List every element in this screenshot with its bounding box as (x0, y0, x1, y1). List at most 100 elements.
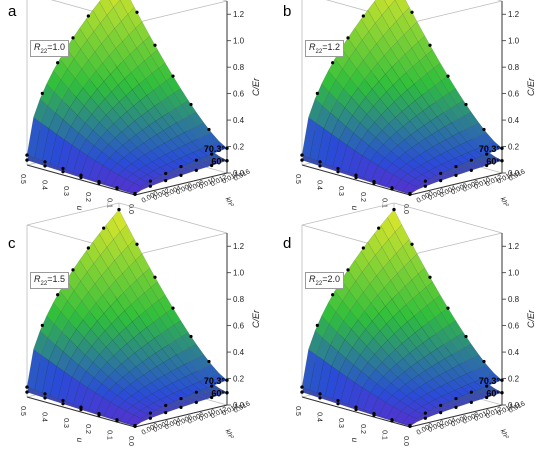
data-point (153, 275, 157, 279)
plot-group: 60° 70.3° 0.0 0.2 0.4 0.6 0.8 1.0 1.2 C/Er 0.0 0.1 0… (19, 202, 261, 446)
data-point (354, 407, 358, 412)
data-point (469, 400, 473, 404)
data-point (164, 403, 168, 408)
data-point (454, 173, 458, 177)
data-point (315, 323, 319, 327)
x-tick-label: 0.2 (359, 424, 366, 434)
z-tick-label: 1.0 (508, 269, 520, 278)
legend-symbol: R (34, 274, 41, 284)
panel-letter: b (283, 3, 292, 20)
data-point (439, 411, 443, 415)
data-point (133, 423, 137, 428)
data-point (115, 186, 119, 190)
data-point (194, 158, 198, 162)
data-point (148, 416, 152, 420)
surface-patch (479, 364, 495, 377)
data-point (61, 166, 65, 171)
legend-symbol: R (309, 42, 316, 52)
data-point (115, 418, 119, 422)
data-point (500, 159, 504, 163)
data-point (485, 395, 489, 400)
z-tick-label: 0.8 (508, 63, 520, 72)
data-point (189, 334, 193, 339)
z-tick-label: 1.0 (508, 37, 520, 46)
surface-patch (388, 0, 404, 22)
data-point (500, 391, 504, 395)
data-point (25, 153, 29, 157)
data-point (225, 378, 229, 382)
legend-symbol: R (309, 274, 316, 284)
panel-letter: c (8, 235, 16, 252)
series-label: 70.3° (479, 376, 501, 386)
data-point (56, 61, 60, 65)
data-point (210, 152, 214, 156)
y-axis-label: kh² (224, 196, 235, 208)
data-point (56, 293, 60, 297)
data-point (43, 164, 47, 168)
data-point (86, 14, 90, 18)
data-point (97, 411, 101, 416)
data-point (439, 179, 443, 183)
data-point (485, 384, 489, 388)
z-tick-label: 1.0 (233, 37, 245, 46)
z-tick-label: 0.6 (233, 322, 245, 331)
surface-patch (204, 364, 220, 377)
data-point (210, 163, 214, 168)
data-point (464, 334, 468, 339)
data-point (390, 186, 394, 190)
z-axis-label: C/Er (251, 309, 261, 328)
z-tick-label: 0.0 (233, 169, 245, 178)
z-tick-label: 1.2 (233, 242, 245, 251)
surface-patch (464, 343, 480, 359)
data-point (189, 102, 193, 107)
z-tick-label: 1.2 (508, 242, 520, 251)
data-point (117, 208, 121, 212)
x-axis-label: u (350, 206, 359, 211)
box-edge (118, 202, 228, 234)
x-tick-label: 0.4 (41, 412, 48, 422)
data-point (446, 306, 450, 310)
data-point (61, 402, 65, 406)
data-point (179, 405, 183, 409)
surface-patch (212, 388, 228, 395)
legend-box: R22=1.5 (30, 272, 69, 289)
legend-subscript: 22 (40, 48, 48, 55)
series-label: 70.3° (204, 144, 226, 154)
z-tick-label: 0.4 (233, 116, 245, 125)
data-point (500, 146, 504, 150)
z-tick-label: 0.2 (233, 375, 245, 384)
surface-upper (25, 0, 229, 196)
z-axis-label: C/Er (251, 77, 261, 96)
data-point (428, 43, 432, 47)
data-point (194, 390, 198, 394)
data-point (410, 242, 414, 246)
surface-patch (487, 373, 503, 383)
data-point (372, 179, 376, 184)
data-point (43, 396, 47, 400)
x-tick-label: 0.0 (402, 204, 409, 214)
panel-b: b 60° 70.3° 0.0 0.2 0.4 0.6 0.8 1.0 1.2 C/Er 0.0 0.… (275, 0, 550, 231)
surface-plot: 60° 70.3° 0.0 0.2 0.4 0.6 0.8 1.0 1.2 C/Er 0.0 0.1 0… (19, 0, 261, 214)
x-tick-label: 0.0 (127, 436, 134, 446)
legend-box: R22=2.0 (305, 272, 344, 289)
surface-patch (487, 156, 503, 163)
x-tick-label: 0.2 (84, 424, 91, 434)
x-tick-label: 0.3 (337, 186, 344, 196)
x-tick-label: 0.0 (127, 204, 134, 214)
panel-letter: d (283, 235, 292, 252)
data-point (194, 400, 198, 404)
data-point (361, 14, 365, 18)
surface-patch (464, 111, 480, 127)
data-point (135, 242, 139, 246)
data-point (225, 159, 229, 163)
data-point (485, 163, 489, 168)
data-point (318, 392, 322, 396)
x-axis-label: u (75, 438, 84, 443)
x-axis-label: u (75, 206, 84, 211)
data-point (469, 168, 473, 172)
data-point (318, 396, 322, 400)
panel-d: d 60° 70.3° 0.0 0.2 0.4 0.6 0.8 1.0 1.2 C/Er 0.0 0.… (275, 202, 550, 463)
data-point (423, 184, 427, 188)
data-point (179, 396, 183, 401)
surface-patch (487, 141, 503, 151)
